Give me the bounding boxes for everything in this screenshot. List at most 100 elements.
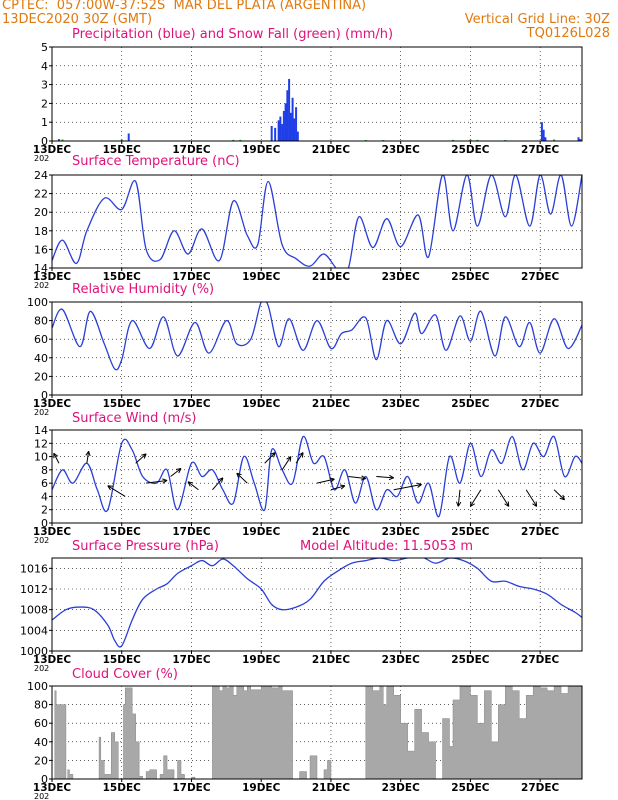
wind-arrow-head	[532, 503, 537, 507]
wind-arrow-head	[85, 450, 90, 456]
wind-arrow-head	[301, 452, 304, 458]
rh-xtick-label: 23DEC	[382, 398, 421, 410]
wind-arrow-head	[88, 451, 91, 457]
precip-ytick-label: 4	[41, 60, 48, 73]
wind-arrow-head	[270, 452, 276, 455]
temp-xtick-label: 23DEC	[382, 271, 421, 283]
wind-arrow-shaft	[330, 485, 346, 491]
wind-arrow-shaft	[170, 468, 182, 477]
temp-xtick-label: 15DEC	[103, 271, 142, 283]
header-grid-line: Vertical Grid Line: 30Z	[464, 12, 610, 27]
wind-arrow-head	[469, 501, 472, 507]
cloud-area	[52, 686, 582, 779]
wind-arrow-head	[218, 477, 224, 481]
precip-bar-0-4	[277, 120, 280, 141]
wind-arrow-20	[525, 489, 538, 507]
wind-arrow-9	[264, 452, 276, 464]
wind-arrow-head	[162, 478, 168, 481]
cloud-ytick-label: 100	[27, 680, 48, 693]
temp-ytick-label: 14	[34, 262, 48, 275]
precip-bar-1-0	[61, 139, 64, 141]
precip-bar-0-3	[274, 127, 277, 141]
wind-arrow-shaft	[469, 489, 482, 507]
cloud-xtick-label: 19DEC	[242, 782, 281, 794]
rh-xtick-label: 17DEC	[172, 398, 211, 410]
wind-arrow-16	[393, 482, 422, 491]
wind-ytick-label: 4	[41, 490, 48, 503]
temp-data	[52, 175, 582, 268]
precip-panel: 0 1 2 3 4 5 13DEC 15DEC 17DEC 19DEC 21DEC 23DEC 25DE…	[33, 41, 583, 163]
precip-bar-0-6	[281, 124, 284, 141]
wind-arrow-head	[187, 481, 193, 484]
precip-xtick-label: 21DEC	[312, 144, 351, 156]
temp-xtick-label: 27DEC	[521, 271, 560, 283]
wind-arrow-head	[107, 485, 111, 491]
rh-ytick-label: 0	[41, 389, 48, 402]
rh-ytick-label: 80	[34, 315, 48, 328]
wind-ytick-label: 2	[41, 504, 48, 517]
precip-year-stub: 202	[34, 154, 49, 163]
pres-xtick-label: 17DEC	[172, 654, 211, 666]
temp-xtick-label: 17DEC	[172, 271, 211, 283]
cloud-xtick-label: 17DEC	[172, 782, 211, 794]
pres-ytick-label: 1004	[20, 624, 48, 637]
wind-arrow-5	[170, 468, 182, 477]
wind-frame	[51, 429, 583, 524]
wind-arrow-head	[298, 452, 304, 456]
precip-bar-1-1	[120, 139, 123, 141]
pres-xtick-label: 25DEC	[451, 654, 490, 666]
wind-ytick-label: 12	[34, 437, 48, 450]
pres-xtick-label: 21DEC	[312, 654, 351, 666]
pres-frame	[51, 557, 583, 652]
rh-ytick-label: 60	[34, 333, 48, 346]
precip-xtick-label: 25DEC	[451, 144, 490, 156]
temp-xtick-label: 19DEC	[242, 271, 281, 283]
wind-arrow-11	[295, 452, 304, 464]
pres-ytick-label: 1016	[20, 562, 48, 575]
temp-xtick-label: 13DEC	[33, 271, 72, 283]
wind-arrow-head	[236, 473, 240, 479]
wind-arrow-shaft	[53, 453, 60, 464]
wind-arrow-head	[143, 453, 147, 459]
wind-arrow-shaft	[236, 472, 248, 484]
wind-arrow-shaft	[281, 456, 292, 471]
precip-data	[57, 78, 582, 141]
precip-bar-1-2	[232, 139, 235, 141]
rh-data	[52, 302, 582, 371]
wind-data	[52, 435, 582, 518]
wind-xtick-label: 25DEC	[451, 526, 490, 538]
precip-bar-0-20	[579, 139, 582, 141]
rh-xtick-label: 13DEC	[33, 398, 72, 410]
wind-arrow-head	[221, 477, 224, 483]
cloud-title: Cloud Cover (%)	[72, 667, 178, 682]
precip-ytick-label: 3	[41, 79, 48, 92]
wind-ytick-label: 8	[41, 464, 48, 477]
cloud-panel: 0 20 40 60 80 100 13DEC 15DEC 17DEC 19DEC 21DEC 23D…	[27, 680, 583, 800]
wind-arrow-shaft	[393, 483, 422, 491]
temp-ytick-label: 16	[34, 243, 48, 256]
cloud-data	[52, 686, 582, 779]
wind-arrow-shaft	[187, 481, 199, 491]
wind-arrow-head	[416, 482, 422, 485]
rh-ytick-label: 100	[27, 296, 48, 309]
precip-bar-0-0	[57, 139, 60, 141]
precip-ytick-label: 0	[41, 135, 48, 148]
precip-bar-0-15	[296, 131, 299, 141]
wind-arrow-head	[162, 480, 168, 484]
precip-bar-1-6	[451, 139, 454, 141]
wind-arrow-4	[146, 478, 168, 484]
wind-arrow-head	[504, 503, 510, 507]
wind-arrow-0	[53, 452, 60, 464]
wind-arrow-head	[457, 501, 462, 507]
wind-arrow-head	[141, 453, 147, 456]
wind-arrow-head	[178, 468, 182, 474]
precip-xtick-label: 13DEC	[33, 144, 72, 156]
rh-xtick-label: 25DEC	[451, 398, 490, 410]
rh-title: Relative Humidity (%)	[72, 282, 215, 297]
cloud-year-stub: 202	[34, 792, 49, 800]
wind-arrow-head	[535, 501, 538, 507]
cloud-ytick-label: 60	[34, 717, 48, 730]
pres-ytick-label: 1008	[20, 604, 48, 617]
wind-arrow-shaft	[295, 452, 304, 464]
